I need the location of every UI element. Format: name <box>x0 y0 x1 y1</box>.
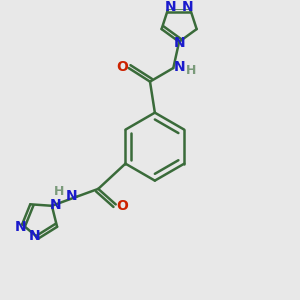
Text: H: H <box>186 64 196 77</box>
Text: N: N <box>50 198 62 212</box>
Text: N: N <box>14 220 26 234</box>
Text: N: N <box>173 60 185 74</box>
Text: H: H <box>54 185 64 198</box>
Text: O: O <box>117 199 128 213</box>
Text: N: N <box>164 0 176 14</box>
Text: N: N <box>173 36 185 50</box>
Text: N: N <box>29 230 41 243</box>
Text: N: N <box>182 0 194 14</box>
Text: N: N <box>65 189 77 203</box>
Text: O: O <box>116 60 128 74</box>
